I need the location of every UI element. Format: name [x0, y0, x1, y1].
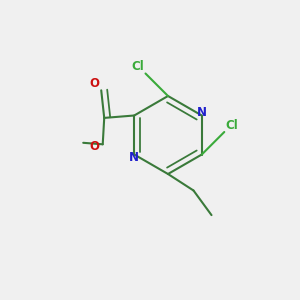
Text: Cl: Cl	[225, 119, 238, 132]
Text: Cl: Cl	[132, 60, 144, 74]
Text: N: N	[129, 151, 139, 164]
Text: N: N	[197, 106, 207, 119]
Text: O: O	[89, 140, 99, 153]
Text: O: O	[90, 77, 100, 90]
